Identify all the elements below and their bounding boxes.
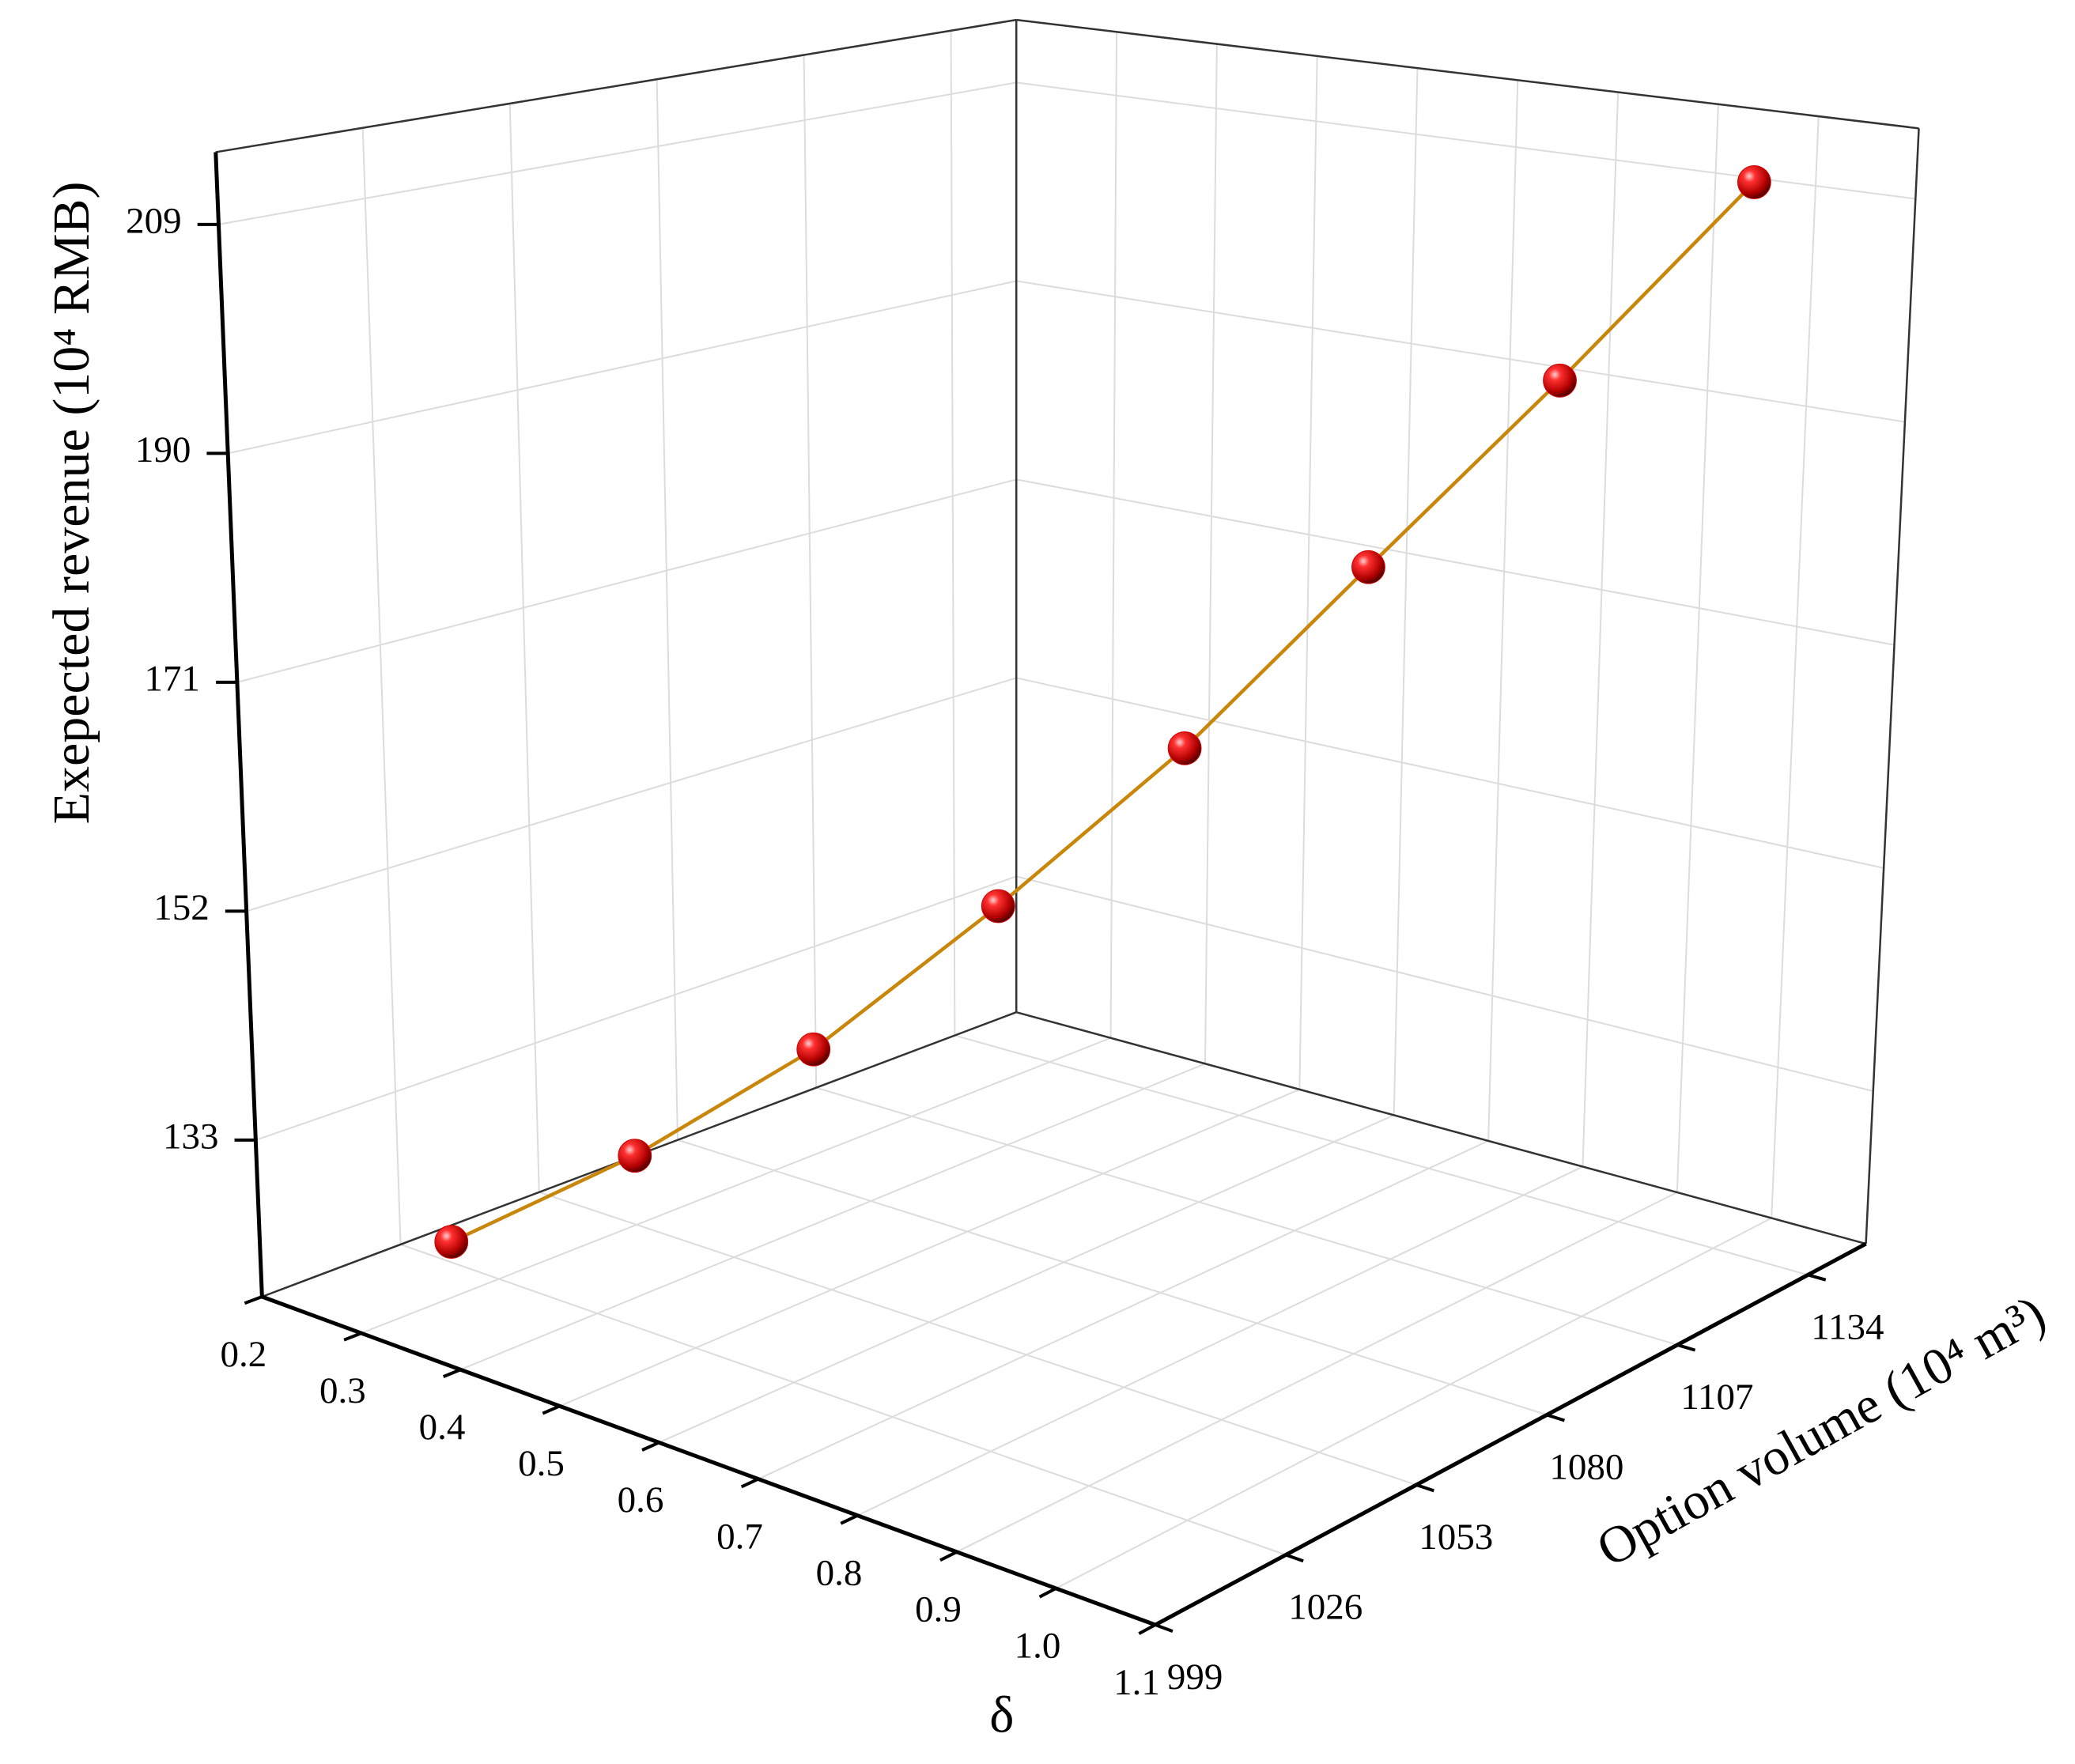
- grid-line: [1016, 81, 1916, 200]
- x-axis: [261, 1294, 1156, 1627]
- grid-line: [236, 478, 1017, 683]
- x-tick: [740, 1477, 759, 1489]
- grid-line: [1204, 43, 1218, 1064]
- z-tick-label: 209: [126, 201, 182, 242]
- z-axis-label: Exepected revenue (10⁴ RMB): [43, 181, 100, 824]
- series-line: [450, 180, 1756, 1244]
- data-point: [1351, 550, 1385, 584]
- y-tick: [1546, 1413, 1566, 1422]
- x-tick: [1038, 1587, 1057, 1599]
- grid-line: [1771, 116, 1820, 1218]
- x-tick-label: 0.8: [816, 1552, 863, 1593]
- z-tick-label: 152: [153, 887, 210, 928]
- grid-line: [656, 79, 678, 1140]
- x-tick-label: 1.0: [1015, 1626, 1061, 1667]
- data-point: [434, 1225, 469, 1260]
- grid-line: [1393, 68, 1419, 1116]
- grid-line: [255, 875, 1017, 1141]
- grid-line: [1016, 677, 1884, 869]
- marks: [434, 165, 1771, 1260]
- x-tick-label: 0.6: [618, 1479, 664, 1520]
- x-tick-label: 0.3: [319, 1370, 366, 1411]
- grid-line: [539, 1191, 1417, 1486]
- x-tick-label: 0.4: [419, 1407, 466, 1448]
- x-tick-label: 0.5: [518, 1443, 565, 1484]
- y-tick: [1285, 1553, 1304, 1563]
- y-tick: [1807, 1273, 1827, 1282]
- y-tick-label: 1026: [1288, 1587, 1363, 1628]
- frame-edge: [1015, 1010, 1866, 1245]
- data-point: [1737, 165, 1771, 199]
- grid-line: [803, 55, 818, 1088]
- grid-line: [950, 30, 956, 1036]
- grid-line: [658, 1114, 1395, 1444]
- grid-line: [954, 1034, 1809, 1276]
- grid-line: [758, 1139, 1489, 1480]
- grid-line: [559, 1088, 1300, 1407]
- grid: [214, 20, 1920, 1626]
- y-tick-label: 1107: [1680, 1377, 1753, 1418]
- data-point: [618, 1139, 652, 1173]
- x-tick-label: 0.9: [915, 1589, 962, 1630]
- x-tick: [442, 1368, 462, 1378]
- z-axis: [214, 152, 264, 1298]
- grid-line: [1015, 875, 1873, 1092]
- x-tick-label: 1.1: [1113, 1662, 1160, 1703]
- grid-line: [677, 1139, 1548, 1416]
- grid-line: [246, 677, 1017, 912]
- z-tick-label: 171: [145, 659, 201, 700]
- grid-line: [218, 81, 1017, 225]
- y-tick-label: 1134: [1811, 1306, 1884, 1347]
- grid-line: [459, 1063, 1206, 1371]
- frame: [215, 18, 1920, 1298]
- grid-line: [227, 280, 1017, 455]
- grid-line: [508, 103, 540, 1192]
- y-axis: [1154, 1241, 1867, 1627]
- z-tick-label: 133: [163, 1116, 219, 1158]
- grid-line: [1109, 32, 1118, 1038]
- x-axis-label: δ: [989, 1687, 1014, 1744]
- y-tick: [1155, 1623, 1174, 1633]
- grid-line: [400, 1243, 1287, 1556]
- grid-line: [1016, 280, 1906, 423]
- grid-line: [815, 1086, 1678, 1346]
- grid-line: [1582, 92, 1620, 1167]
- y-tick: [1415, 1483, 1434, 1493]
- x-tick: [641, 1441, 660, 1452]
- grid-line: [1298, 55, 1318, 1090]
- data-point: [1167, 731, 1202, 765]
- x-tick: [244, 1295, 263, 1305]
- grid-line: [956, 1192, 1678, 1553]
- grid-line: [856, 1165, 1583, 1517]
- y-tick-label: 999: [1167, 1656, 1223, 1698]
- grid-line: [1676, 104, 1719, 1193]
- x-tick: [343, 1331, 362, 1342]
- grid-line: [361, 127, 402, 1245]
- z-tick-label: 190: [135, 429, 191, 470]
- grid-line: [361, 1037, 1111, 1335]
- y-tick: [1676, 1343, 1696, 1352]
- grid-line: [1487, 80, 1519, 1141]
- x-tick-label: 0.2: [221, 1334, 267, 1375]
- x-tick: [1138, 1623, 1156, 1635]
- grid-line: [1016, 478, 1895, 646]
- grid-line: [1055, 1217, 1772, 1589]
- data-point: [981, 889, 1015, 924]
- x-tick: [542, 1404, 561, 1415]
- frame-edge: [1016, 18, 1919, 130]
- data-point: [1543, 363, 1577, 398]
- x-tick-label: 0.7: [716, 1516, 763, 1557]
- frame-edge: [215, 18, 1017, 153]
- y-tick-label: 1053: [1419, 1517, 1493, 1558]
- data-point: [796, 1032, 831, 1067]
- y-tick-label: 1080: [1549, 1447, 1623, 1488]
- x-tick: [840, 1513, 859, 1525]
- x-tick: [939, 1551, 958, 1562]
- frame-edge: [1865, 128, 1920, 1245]
